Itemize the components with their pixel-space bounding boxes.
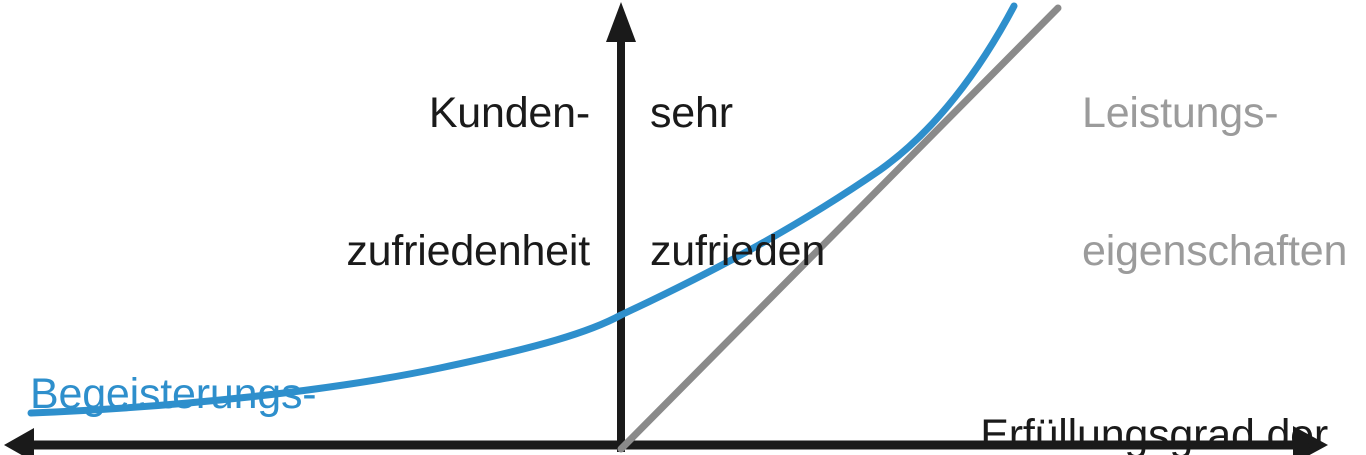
performance-attributes-line bbox=[617, 4, 1062, 453]
y-axis-top-value-line-2: zufrieden bbox=[650, 227, 826, 275]
excitement-attributes-label: Begeisterungs- eigenschaften bbox=[30, 279, 317, 455]
y-axis-title: Kunden- zufriedenheit bbox=[346, 0, 590, 366]
y-axis-title-line-2: zufriedenheit bbox=[346, 227, 590, 275]
x-axis-title-line-1: Erfüllungsgrad der bbox=[980, 411, 1328, 455]
x-axis-arrow-left bbox=[4, 428, 34, 455]
y-axis-title-line-1: Kunden- bbox=[428, 89, 590, 137]
x-axis-arrow-right bbox=[1293, 426, 1328, 455]
x-axis bbox=[4, 426, 1328, 455]
x-axis-title: Erfüllungsgrad der Eigenschaften bbox=[980, 320, 1328, 455]
excitement-attributes-curve bbox=[27, 2, 1018, 417]
y-axis-top-value-label: sehr zufrieden bbox=[650, 0, 825, 366]
y-axis-top-value-line-1: sehr bbox=[650, 89, 733, 137]
performance-attributes-label: Leistungs- eigenschaften bbox=[1082, 0, 1347, 366]
performance-attributes-label-line-1: Leistungs- bbox=[1082, 89, 1279, 137]
excitement-attributes-label-line-1: Begeisterungs- bbox=[30, 370, 317, 418]
y-axis-arrow-up bbox=[606, 2, 636, 42]
performance-attributes-label-line-2: eigenschaften bbox=[1082, 227, 1348, 275]
y-axis bbox=[606, 2, 636, 452]
